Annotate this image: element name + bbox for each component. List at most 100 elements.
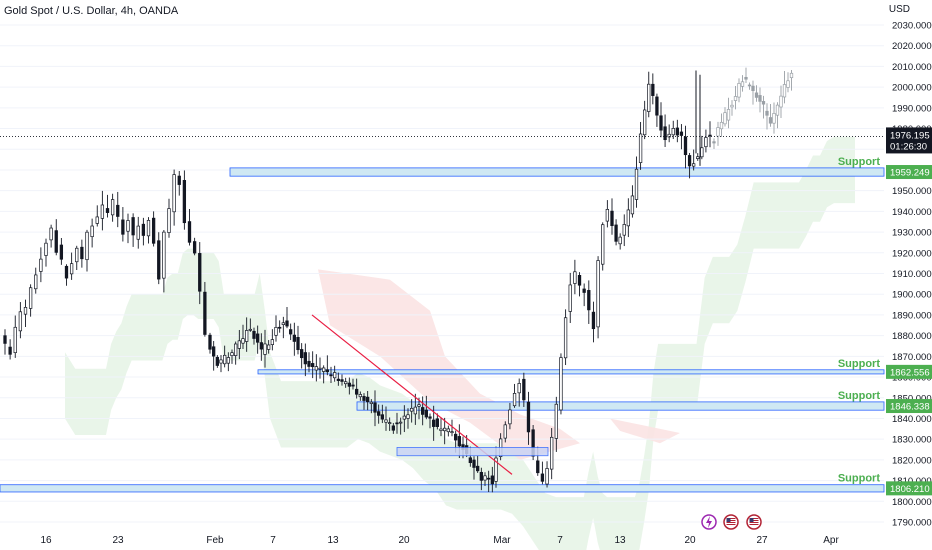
- candle-body: [366, 396, 370, 403]
- flag-stripe: [749, 522, 759, 523]
- candle-body: [95, 216, 99, 224]
- candle-body: [162, 231, 166, 279]
- time-tick-label: 16: [40, 535, 52, 546]
- candle-body: [54, 230, 58, 253]
- price-tick-label: 1790.000: [892, 518, 932, 529]
- economic-events: [701, 514, 762, 530]
- cloud-bullish: [65, 136, 855, 550]
- candle-body: [8, 346, 12, 355]
- candle-body: [638, 133, 643, 163]
- symbol-title: Gold Spot / U.S. Dollar, 4h, OANDA: [4, 5, 179, 17]
- support-zone[interactable]: [0, 484, 885, 493]
- candlesticks: [3, 67, 794, 493]
- candle-body: [494, 457, 498, 482]
- support-zone[interactable]: [229, 167, 885, 177]
- price-tick-label: 1830.000: [892, 435, 932, 446]
- price-tick-label: 2030.000: [892, 21, 932, 32]
- candle-body: [563, 317, 568, 359]
- candle-body: [274, 327, 278, 336]
- candle-body: [730, 104, 734, 108]
- candle-body: [587, 290, 591, 311]
- candle-body: [226, 357, 230, 364]
- candle-body: [618, 236, 622, 245]
- candle-body: [428, 416, 432, 419]
- candle-body: [263, 343, 267, 355]
- candle-body: [80, 246, 84, 260]
- candle-body: [779, 95, 783, 108]
- candle-body: [733, 96, 738, 101]
- candle-body: [457, 436, 461, 447]
- candle-body: [789, 72, 794, 79]
- bar-countdown: 01:26:30: [890, 141, 927, 152]
- candle-body: [413, 406, 417, 415]
- price-tick-label: 1880.000: [892, 331, 932, 342]
- candle-body: [116, 204, 120, 217]
- candle-body: [237, 340, 241, 349]
- candle-body: [391, 425, 395, 431]
- price-tick-label: 1800.000: [892, 497, 932, 508]
- candle-body: [630, 195, 635, 215]
- candle-body: [634, 168, 639, 200]
- candle-body: [172, 174, 176, 213]
- candle-body: [136, 225, 140, 240]
- candle-body: [75, 247, 79, 263]
- candle-body: [526, 401, 531, 433]
- candle-body: [256, 333, 260, 343]
- candle-body: [399, 421, 403, 424]
- support-zone[interactable]: [356, 401, 885, 411]
- candle-body: [687, 155, 692, 167]
- candle-body: [647, 83, 651, 112]
- candle-body: [443, 427, 447, 432]
- candle-body: [49, 227, 53, 241]
- candle-body: [655, 96, 659, 116]
- candle-body: [64, 265, 69, 279]
- candle-body: [708, 134, 712, 137]
- candle-body: [545, 468, 549, 485]
- candle-body: [402, 415, 406, 420]
- candle-body: [270, 339, 274, 345]
- candle-body: [344, 381, 348, 385]
- price-tick-label: 1950.000: [892, 186, 932, 197]
- candle-body: [230, 352, 234, 356]
- time-tick-label: 27: [756, 535, 768, 546]
- candle-body: [336, 378, 340, 381]
- price-tick-label: 2010.000: [892, 62, 932, 73]
- candle-body: [508, 409, 512, 425]
- candle-body: [59, 244, 64, 260]
- candle-body: [667, 133, 671, 138]
- candle-body: [479, 471, 483, 481]
- flag-stripe: [726, 520, 736, 521]
- candle-body: [300, 349, 304, 359]
- candle-body: [432, 419, 436, 427]
- support-zone[interactable]: [257, 369, 885, 375]
- candle-body: [723, 112, 727, 125]
- flag-stripe: [726, 524, 736, 525]
- candle-body: [18, 311, 23, 332]
- flag-stripe: [749, 524, 759, 525]
- price-tick-label: 1890.000: [892, 310, 932, 321]
- price-tick-label: 1840.000: [892, 414, 932, 425]
- support-price-badge: [886, 481, 932, 496]
- candle-body: [591, 311, 596, 330]
- candle-body: [683, 136, 688, 156]
- candle-body: [110, 199, 115, 216]
- candle-body: [278, 326, 282, 329]
- candle-body: [737, 83, 741, 98]
- support-price-value: 1959.249: [890, 168, 930, 179]
- price-tick-label: 1920.000: [892, 248, 932, 259]
- candle-body: [626, 209, 630, 227]
- time-tick-label: Mar: [493, 535, 511, 546]
- candle-body: [333, 372, 337, 379]
- candle-body: [643, 109, 647, 136]
- candle-body: [245, 330, 249, 342]
- candle-body: [351, 384, 355, 387]
- candle-body: [362, 396, 366, 401]
- candle-body: [388, 422, 392, 424]
- candle-body: [329, 374, 333, 377]
- candle-body: [358, 394, 362, 398]
- price-tick-label: 1940.000: [892, 207, 932, 218]
- candle-body: [90, 225, 94, 238]
- consolidation-box[interactable]: [396, 447, 549, 457]
